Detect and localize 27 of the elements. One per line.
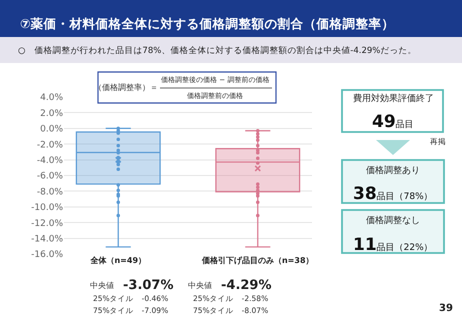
text: （価格調整率）＝ [94, 83, 158, 92]
text: -4.29% [221, 278, 272, 293]
chart-title: ⑦薬価・材料価格全体に対する価格調整額の割合（価格調整率） [20, 16, 395, 31]
chart-subtitle: ○ 価格調整が行われた品目は78%、価格全体に対する価格調整額の割合は中央値-4.29%だった。 [18, 45, 416, 56]
y-tick-label: 2.0% [40, 108, 64, 119]
x-tick-label: 価格引下げ品目のみ（n=38） [200, 256, 314, 265]
y-tick-label: -16.0% [31, 250, 64, 260]
y-tick-label: -8.0% [36, 187, 64, 198]
text: 中央値 [90, 281, 114, 290]
text: 価格調整あり [366, 165, 420, 176]
y-tick-label: -12.0% [31, 218, 64, 229]
text: 価格調整なし [366, 215, 420, 226]
y-tick-label: -2.0% [36, 140, 64, 150]
y-tick-label: 4.0% [40, 93, 64, 104]
y-tick-label: -4.0% [36, 156, 64, 166]
x-tick-label: 全体（n=49） [89, 256, 146, 265]
text: 中央値 [188, 281, 212, 290]
text: 11品目（22%） [353, 235, 433, 255]
y-tick-label: 0.0% [40, 124, 64, 135]
text: 費用対効果評価終了 [353, 93, 434, 104]
y-tick-label: -14.0% [31, 234, 64, 244]
text: 39 [439, 303, 453, 314]
text: 38品目（78%） [353, 184, 433, 204]
y-tick-label: -6.0% [36, 172, 64, 182]
text: -3.07% [123, 278, 174, 293]
y-tick-label: -10.0% [31, 203, 64, 214]
text: 49品目 [372, 112, 414, 132]
